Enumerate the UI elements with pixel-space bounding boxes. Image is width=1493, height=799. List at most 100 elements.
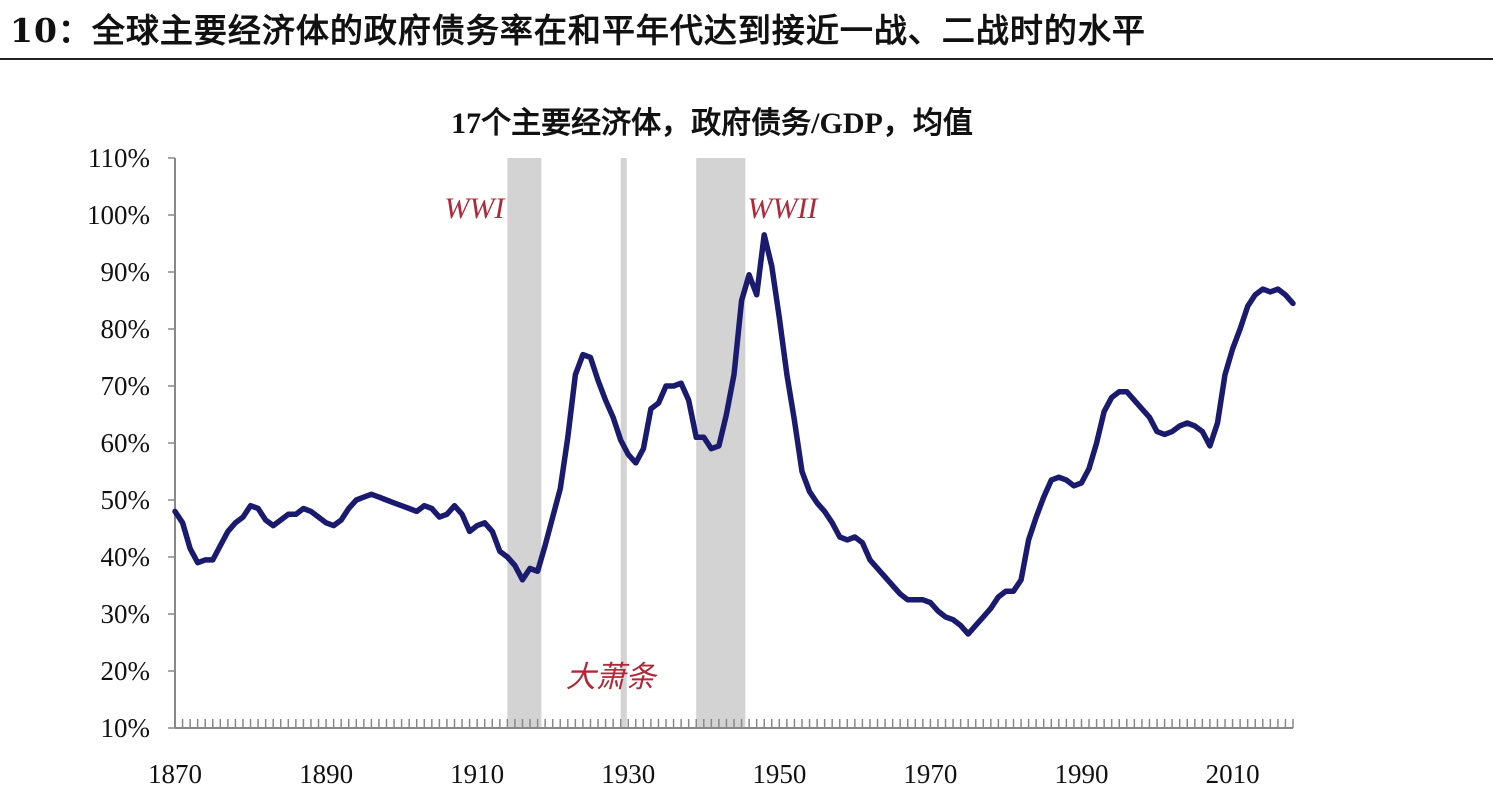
period-annotations: WWI 大萧条 WWII <box>444 192 819 694</box>
title-divider <box>0 58 1493 60</box>
data-point <box>1237 326 1243 332</box>
y-tick-label: 10% <box>101 713 151 743</box>
data-point <box>588 355 593 360</box>
data-point <box>1200 429 1205 434</box>
x-tick-label: 1870 <box>148 759 202 789</box>
data-point <box>686 398 691 403</box>
data-point <box>1154 429 1160 434</box>
data-point <box>1056 475 1062 480</box>
data-point <box>278 517 283 523</box>
data-point <box>331 523 336 528</box>
data-point <box>898 591 903 597</box>
data-point <box>172 509 178 514</box>
x-tick-label: 1970 <box>903 759 957 789</box>
data-point <box>1290 301 1296 306</box>
data-point <box>920 597 926 602</box>
data-point <box>391 500 397 506</box>
data-point <box>754 292 759 297</box>
data-point <box>233 520 238 525</box>
data-point <box>595 378 601 383</box>
data-point <box>1003 589 1009 594</box>
data-point <box>422 503 427 508</box>
data-point <box>739 298 744 303</box>
data-point <box>376 494 382 500</box>
period-label-0: WWI <box>444 192 506 225</box>
data-point <box>792 418 797 423</box>
data-point <box>973 623 978 628</box>
data-point <box>701 435 706 440</box>
data-point <box>1034 514 1039 520</box>
data-point <box>1185 420 1190 426</box>
data-point <box>641 446 646 451</box>
data-point <box>467 529 472 534</box>
data-point <box>1169 429 1175 434</box>
data-point <box>830 520 835 525</box>
data-point <box>716 443 722 449</box>
data-point <box>452 503 457 508</box>
data-point <box>731 372 737 377</box>
data-point <box>482 520 487 525</box>
data-point <box>882 574 888 580</box>
data-point <box>1041 494 1046 500</box>
data-point <box>505 554 510 560</box>
data-point <box>709 446 714 451</box>
y-tick-label: 110% <box>88 143 150 173</box>
data-point <box>1079 480 1084 486</box>
y-tick-label: 20% <box>101 656 151 686</box>
data-point <box>542 543 548 548</box>
data-point <box>913 597 918 602</box>
figure-title: 10：全球主要经济体的政府债务率在和平年代达到接近一战、二战时的水平 <box>10 11 1146 50</box>
data-point <box>225 529 231 534</box>
data-point <box>958 623 963 628</box>
data-point <box>799 469 805 474</box>
data-point <box>1109 395 1114 400</box>
data-point <box>845 537 850 543</box>
data-point <box>762 232 767 238</box>
data-point <box>558 486 563 491</box>
data-point <box>1049 477 1054 483</box>
data-point <box>573 372 578 377</box>
data-point <box>1162 432 1167 437</box>
data-point <box>1253 292 1258 297</box>
data-point <box>1245 304 1250 309</box>
data-point <box>520 577 525 582</box>
data-point <box>1132 398 1137 403</box>
data-point <box>905 597 910 602</box>
data-point <box>814 500 820 506</box>
data-point <box>580 352 586 357</box>
data-point <box>527 566 533 571</box>
data-point <box>724 412 729 417</box>
data-point <box>535 569 540 574</box>
data-point <box>777 315 782 320</box>
data-point <box>187 546 193 551</box>
data-point <box>1139 406 1145 411</box>
data-point <box>935 608 941 614</box>
data-point <box>1268 289 1273 295</box>
data-point <box>203 557 208 563</box>
series-layer <box>172 232 1296 637</box>
y-tick-label: 50% <box>101 485 151 515</box>
data-point <box>928 600 933 605</box>
data-point <box>414 509 419 514</box>
data-point <box>444 512 450 517</box>
data-point <box>399 503 404 508</box>
data-point <box>996 594 1001 600</box>
data-point <box>248 503 253 508</box>
data-point <box>293 512 299 517</box>
data-point <box>210 557 215 563</box>
data-point <box>890 583 895 588</box>
data-point <box>1230 346 1235 352</box>
data-point <box>671 383 676 389</box>
data-point <box>1260 286 1266 292</box>
data-point <box>694 435 699 440</box>
data-point <box>459 512 465 517</box>
data-point <box>656 400 661 406</box>
data-point <box>286 512 291 517</box>
data-point <box>943 614 948 620</box>
data-point <box>618 437 623 443</box>
data-point <box>384 497 389 503</box>
data-point <box>316 514 321 520</box>
y-tick-label: 100% <box>87 200 150 230</box>
data-point <box>603 398 608 403</box>
axes <box>168 157 1294 729</box>
